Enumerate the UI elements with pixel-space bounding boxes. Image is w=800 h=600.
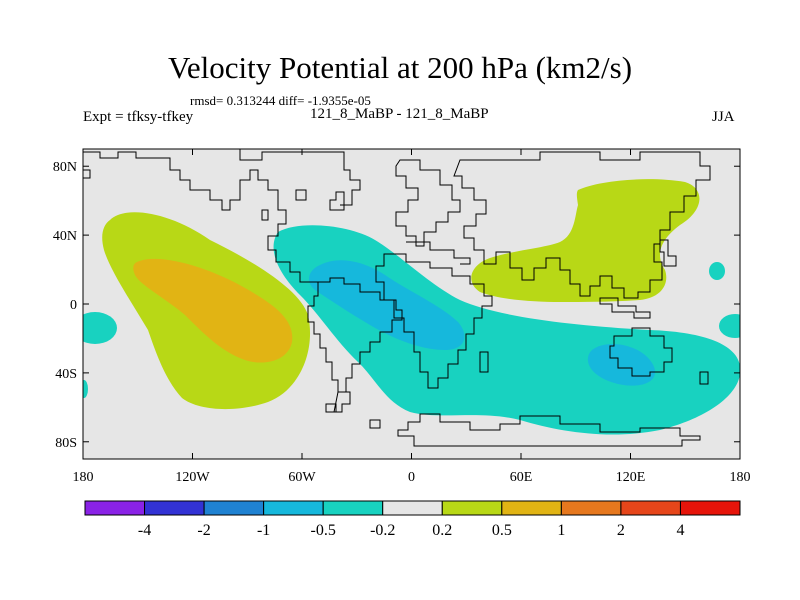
colorbar-swatch bbox=[501, 500, 562, 516]
colorbar-swatch bbox=[620, 500, 681, 516]
lon-tick-label: 180 bbox=[730, 470, 751, 485]
lon-tick-label: 120E bbox=[616, 470, 646, 485]
lon-tick-label: 120W bbox=[175, 470, 210, 485]
coastline-africa bbox=[375, 253, 493, 389]
coastline-indonesia bbox=[599, 297, 651, 319]
latitude-axis: 80N 40N 0 40S 80S bbox=[53, 160, 740, 451]
colorbar-label: 2 bbox=[617, 522, 625, 539]
coastline-antarctic-peninsula bbox=[325, 403, 381, 429]
contour-fill-east-blob bbox=[709, 262, 725, 280]
contour-fill-pacific-core bbox=[133, 258, 293, 363]
subtitle-label: 121_8_MaBP - 121_8_MaBP bbox=[310, 106, 489, 122]
colorbar-label: 4 bbox=[676, 522, 684, 539]
contour-fill-asia bbox=[471, 179, 700, 302]
contour-fill-indian-core bbox=[587, 343, 656, 386]
colorbar-label: -4 bbox=[138, 522, 151, 539]
lat-tick-label: 80N bbox=[53, 160, 77, 175]
colorbar-label: -0.5 bbox=[311, 522, 336, 539]
lat-tick-label: 40S bbox=[55, 367, 77, 382]
season-label: JJA bbox=[712, 109, 735, 125]
colorbar-swatch bbox=[322, 500, 384, 516]
colorbar-label: 1 bbox=[557, 522, 565, 539]
contour-fill-west-small bbox=[83, 380, 88, 398]
coastline-south-america bbox=[307, 277, 403, 393]
colorbar-swatch bbox=[679, 500, 741, 516]
colorbar-label: -0.2 bbox=[370, 522, 395, 539]
coastline-antarctica bbox=[397, 413, 701, 447]
stats-line: rmsd= 0.313244 diff= -1.9355e-05 bbox=[190, 93, 371, 108]
lat-tick-label: 0 bbox=[70, 298, 77, 313]
colorbar-label: -1 bbox=[257, 522, 270, 539]
contour-fill-east-edge bbox=[719, 314, 740, 338]
colorbar-label: -2 bbox=[197, 522, 210, 539]
coastline-canada-east bbox=[261, 189, 345, 221]
lon-tick-label: 60E bbox=[510, 470, 533, 485]
coastline-north-america bbox=[83, 151, 318, 283]
colorbar-swatch bbox=[84, 500, 146, 516]
coastline-north-arctic bbox=[83, 169, 91, 179]
lon-tick-label: 60W bbox=[288, 470, 316, 485]
colorbar-swatch bbox=[382, 500, 443, 516]
lon-tick-label: 0 bbox=[408, 470, 415, 485]
plot-title: Velocity Potential at 200 hPa (km2/s) bbox=[167, 50, 633, 85]
lat-tick-label: 80S bbox=[55, 436, 77, 451]
longitude-axis: 180 120W 60W 0 60E 120E 180 bbox=[73, 149, 751, 485]
contour-fill-atlantic-core bbox=[308, 260, 465, 350]
contour-fill-west-edge bbox=[83, 312, 117, 344]
coastlines bbox=[83, 149, 711, 447]
colorbar-label: 0.2 bbox=[432, 522, 452, 539]
lon-tick-label: 180 bbox=[73, 470, 94, 485]
coastline-asia bbox=[453, 151, 711, 299]
contour-fills bbox=[83, 179, 740, 435]
lat-tick-label: 40N bbox=[53, 229, 77, 244]
coastline-mediterranean bbox=[406, 241, 471, 265]
experiment-label: Expt = tfksy-tfkey bbox=[83, 109, 194, 125]
colorbar-swatch bbox=[441, 500, 503, 516]
colorbar: -4 -2 -1 -0.5 -0.2 0.2 0.5 1 2 4 bbox=[84, 500, 741, 539]
coastline-greenland bbox=[239, 149, 361, 206]
coastline-japan bbox=[659, 239, 677, 267]
coastline-madagascar bbox=[479, 351, 489, 373]
colorbar-label: 0.5 bbox=[492, 522, 512, 539]
colorbar-swatch bbox=[560, 500, 622, 516]
coastline-europe bbox=[395, 159, 461, 247]
colorbar-swatch bbox=[263, 500, 324, 516]
coastline-australia bbox=[609, 327, 673, 377]
colorbar-swatch bbox=[203, 500, 265, 516]
coastline-new-zealand bbox=[699, 371, 709, 385]
colorbar-swatch bbox=[144, 500, 205, 516]
